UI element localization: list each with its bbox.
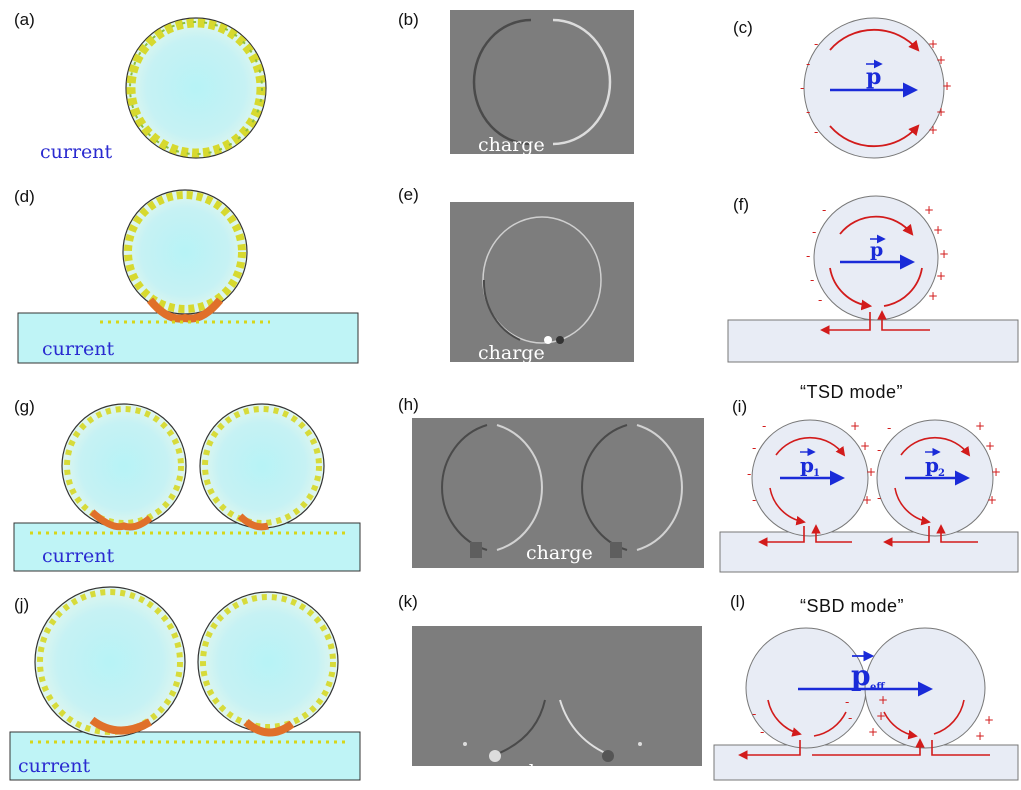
svg-text:+: + xyxy=(876,709,886,723)
charge-label-h: charge xyxy=(526,542,593,564)
charge-label-b: charge xyxy=(478,134,545,156)
panel-label-l: (l) xyxy=(730,592,745,611)
svg-text:+: + xyxy=(928,37,938,51)
svg-text:-: - xyxy=(810,273,814,287)
panel-label-d: (d) xyxy=(14,187,35,206)
svg-text:+: + xyxy=(878,693,888,707)
plus-signs-i: + + + + + + + + xyxy=(850,419,1001,507)
current-label-g: current xyxy=(42,545,115,567)
svg-text:-: - xyxy=(814,125,818,139)
dipole-p-eff: p xyxy=(851,659,871,692)
dipole-p1-subscript: 1 xyxy=(813,468,820,479)
panel-f-schematic xyxy=(727,195,1019,363)
svg-text:+: + xyxy=(975,729,985,743)
svg-text:+: + xyxy=(850,419,860,433)
svg-text:-: - xyxy=(877,491,881,505)
dipole-p-c: p xyxy=(866,64,881,90)
panel-c-schematic xyxy=(803,17,945,159)
svg-text:-: - xyxy=(762,419,766,433)
svg-text:-: - xyxy=(752,441,756,455)
panel-label-g: (g) xyxy=(14,397,35,416)
svg-text:+: + xyxy=(933,223,943,237)
svg-text:-: - xyxy=(822,203,826,217)
svg-text:-: - xyxy=(806,105,810,119)
panel-k-charge-map xyxy=(412,626,702,766)
panel-d-current-map xyxy=(17,189,359,364)
svg-text:-: - xyxy=(812,225,816,239)
minus-signs-f: - - - - - xyxy=(806,203,826,307)
panel-label-j: (j) xyxy=(14,595,29,614)
svg-text:+: + xyxy=(942,79,952,93)
panel-e-charge-map xyxy=(450,202,634,362)
svg-text:+: + xyxy=(928,123,938,137)
minus-signs-l: - - - - xyxy=(752,695,852,739)
panel-i-schematic xyxy=(719,419,1019,573)
plus-signs-l: + + + + + xyxy=(868,693,994,743)
panel-l-schematic xyxy=(713,627,1019,781)
dipole-p2: p xyxy=(925,453,939,477)
svg-text:+: + xyxy=(862,493,872,507)
charge-label-k: charge xyxy=(518,761,585,783)
svg-text:+: + xyxy=(868,725,878,739)
minus-signs-c: - - - - - xyxy=(800,37,818,139)
surface-current-ring-accent xyxy=(129,21,263,155)
svg-text:+: + xyxy=(991,465,1001,479)
svg-text:-: - xyxy=(806,57,810,71)
panel-label-f: (f) xyxy=(733,195,749,214)
current-label-j: current xyxy=(18,755,91,777)
svg-text:+: + xyxy=(924,203,934,217)
svg-text:-: - xyxy=(818,293,822,307)
dipole-p-f: p xyxy=(870,239,883,261)
sbd-mode-title: “SBD mode” xyxy=(800,596,904,616)
tsd-mode-title: “TSD mode” xyxy=(800,382,903,402)
plus-signs-f: + + + + + xyxy=(924,203,949,303)
panel-label-b: (b) xyxy=(398,10,419,29)
dipole-p-eff-subscript: eff xyxy=(870,682,885,693)
panel-label-c: (c) xyxy=(733,18,753,37)
svg-text:+: + xyxy=(866,465,876,479)
svg-text:-: - xyxy=(814,37,818,51)
svg-text:-: - xyxy=(752,493,756,507)
panel-label-a: (a) xyxy=(14,10,35,29)
svg-text:+: + xyxy=(936,53,946,67)
svg-text:-: - xyxy=(887,421,891,435)
charge-label-e: charge xyxy=(478,342,545,364)
svg-text:+: + xyxy=(936,105,946,119)
panel-g-current-map xyxy=(13,403,361,572)
current-label-a: current xyxy=(40,141,113,163)
current-label-d: current xyxy=(42,338,115,360)
svg-text:-: - xyxy=(845,695,849,709)
svg-text:+: + xyxy=(860,439,870,453)
svg-text:+: + xyxy=(928,289,938,303)
svg-text:-: - xyxy=(877,443,881,457)
svg-text:-: - xyxy=(752,707,756,721)
svg-text:-: - xyxy=(806,249,810,263)
panel-b-charge-map xyxy=(450,10,634,154)
svg-text:+: + xyxy=(975,419,985,433)
svg-text:+: + xyxy=(987,493,997,507)
panel-j-current-map xyxy=(9,586,361,781)
panel-h-charge-map xyxy=(412,418,704,568)
svg-text:-: - xyxy=(760,725,764,739)
svg-text:-: - xyxy=(848,711,852,725)
dipole-p2-subscript: 2 xyxy=(938,468,945,479)
plus-signs-c: + + + + + xyxy=(928,37,952,137)
svg-text:+: + xyxy=(985,439,995,453)
minus-signs-i: - - - - - - - xyxy=(747,419,891,507)
panel-label-e: (e) xyxy=(398,185,419,204)
panel-a-current-map xyxy=(125,17,267,159)
panel-label-i: (i) xyxy=(732,397,747,416)
panel-label-k: (k) xyxy=(398,592,418,611)
svg-text:-: - xyxy=(747,467,751,481)
panel-label-h: (h) xyxy=(398,395,419,414)
svg-text:+: + xyxy=(936,269,946,283)
svg-text:+: + xyxy=(939,247,949,261)
svg-text:-: - xyxy=(800,81,804,95)
svg-text:+: + xyxy=(984,713,994,727)
dipole-p1: p xyxy=(800,453,814,477)
